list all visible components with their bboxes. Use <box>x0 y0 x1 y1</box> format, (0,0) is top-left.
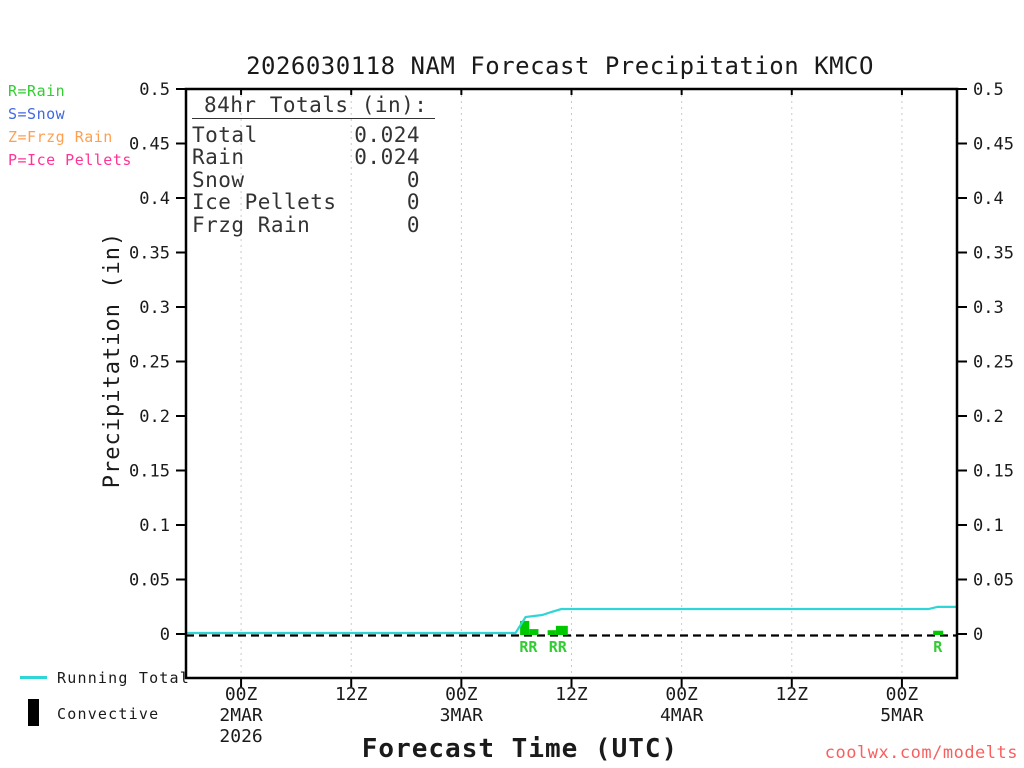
precip-type-letter: RR <box>549 638 568 656</box>
totals-row-label: Rain <box>192 145 245 170</box>
precip-type-letter: R <box>933 638 943 656</box>
totals-row-label: Frzg Rain <box>192 212 311 237</box>
y-tick-label-right: 0.4 <box>973 189 1004 209</box>
y-tick-label-left: 0.5 <box>139 80 170 100</box>
x-tick-date: 2MAR <box>219 705 263 726</box>
precip-type-letters: RR RR R <box>519 638 943 656</box>
y-tick-label-right: 0.3 <box>973 298 1004 318</box>
totals-row-value: 0.024 <box>354 145 420 170</box>
y-tick-label-right: 0.15 <box>973 462 1014 482</box>
totals-row: Frzg Rain 0 <box>192 212 420 237</box>
y-tick-labels: 0 00.05 0.050.1 0.10.15 0.150.2 0.20.25 0.250.… <box>129 80 1014 645</box>
totals-heading: 84hr Totals (in): <box>192 93 436 119</box>
x-tick-date: 4MAR <box>660 705 704 726</box>
x-tick-time: 00Z <box>225 684 258 705</box>
precip-type-letter: RR <box>519 638 538 656</box>
precip-type-legend: R=Rain S=Snow Z=Frzg Rain P=Ice Pellets <box>8 80 132 172</box>
y-tick-label-right: 0 <box>973 625 983 645</box>
rain-bar <box>520 620 530 635</box>
type-legend-item: R=Rain <box>8 82 66 100</box>
x-tick-time: 12Z <box>555 684 588 705</box>
axis-ticks <box>176 88 967 687</box>
totals-rows: Total 0.024 Rain 0.024 Snow 0 Ice Pellets 0 Frzg… <box>192 124 420 236</box>
x-tick-date: 5MAR <box>880 705 924 726</box>
y-tick-label-right: 0.5 <box>973 80 1004 100</box>
y-axis-title: Precipitation (in) <box>100 231 125 489</box>
x-tick-time: 12Z <box>335 684 368 705</box>
y-tick-label-left: 0.25 <box>129 353 170 373</box>
totals-row-label: Total <box>192 123 258 147</box>
rain-bar <box>555 625 568 635</box>
rain-bar <box>933 630 944 635</box>
rain-bar <box>529 629 539 635</box>
plot-box <box>184 87 959 680</box>
y-tick-label-left: 0 <box>160 625 170 645</box>
y-tick-label-left: 0.3 <box>139 298 170 318</box>
type-legend-item: S=Snow <box>8 105 66 123</box>
rain-bar <box>547 630 556 635</box>
totals-row-value: 0 <box>406 212 420 237</box>
y-tick-label-left: 0.1 <box>139 516 170 536</box>
totals-row-value: 0 <box>406 167 420 192</box>
x-tick-time: 00Z <box>445 684 478 705</box>
y-tick-label-left: 0.45 <box>129 135 170 155</box>
y-tick-label-right: 0.35 <box>973 244 1014 264</box>
watermark: coolwx.com/modelts <box>824 743 1018 763</box>
x-tick-date: 3MAR <box>440 705 484 726</box>
x-tick-time: 00Z <box>886 684 919 705</box>
y-tick-label-right: 0.05 <box>973 571 1014 591</box>
convective-label: Convective <box>57 705 160 723</box>
running-total-label: Running Total <box>57 669 190 687</box>
totals-row: Rain 0.024 <box>192 145 420 170</box>
totals-row: Snow 0 <box>192 167 420 192</box>
totals-row-label: Ice Pellets <box>192 190 337 215</box>
totals-row: Total 0.024 <box>192 123 420 147</box>
plot-spines <box>184 87 959 680</box>
x-tick-time: 12Z <box>776 684 809 705</box>
convective-swatch <box>28 699 39 726</box>
chart-title: 2026030118 NAM Forecast Precipitation KM… <box>246 52 874 80</box>
type-legend-item: P=Ice Pellets <box>8 151 132 169</box>
totals-row-label: Snow <box>192 167 245 192</box>
y-tick-label-left: 0.2 <box>139 407 170 427</box>
y-tick-label-right: 0.1 <box>973 516 1004 536</box>
y-tick-label-left: 0.4 <box>139 189 170 209</box>
y-tick-label-right: 0.45 <box>973 135 1014 155</box>
x-axis-title: Forecast Time (UTC) <box>361 734 679 764</box>
totals-row-value: 0.024 <box>354 123 420 147</box>
y-tick-label-right: 0.2 <box>973 407 1004 427</box>
running-total-line <box>186 605 957 635</box>
y-tick-label-left: 0.35 <box>129 244 170 264</box>
precip-type-bars <box>520 620 944 635</box>
totals-box: 84hr Totals (in): Total 0.024 Rain 0.024 Sno… <box>192 93 436 236</box>
x-tick-time: 00Z <box>665 684 698 705</box>
totals-row: Ice Pellets 0 <box>192 190 420 215</box>
gridlines <box>240 89 903 678</box>
totals-row-value: 0 <box>406 190 420 215</box>
running-total-swatch <box>20 676 47 679</box>
y-tick-label-left: 0.15 <box>129 462 170 482</box>
y-tick-label-right: 0.25 <box>973 353 1014 373</box>
type-legend-item: Z=Frzg Rain <box>8 128 113 146</box>
running-total-polyline <box>186 605 957 635</box>
y-tick-label-left: 0.05 <box>129 571 170 591</box>
x-tick-year: 2026 <box>219 726 262 747</box>
